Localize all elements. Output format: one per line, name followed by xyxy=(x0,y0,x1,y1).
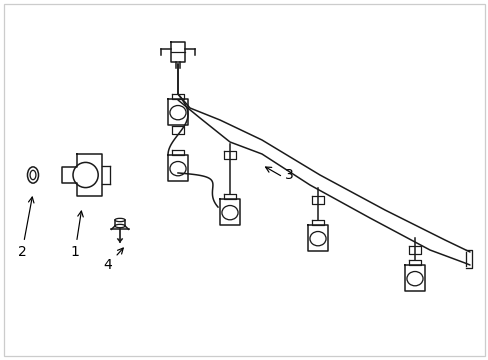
Text: 2: 2 xyxy=(18,197,34,259)
Text: 1: 1 xyxy=(70,211,83,259)
Text: 3: 3 xyxy=(285,168,293,182)
Text: 4: 4 xyxy=(103,248,123,272)
